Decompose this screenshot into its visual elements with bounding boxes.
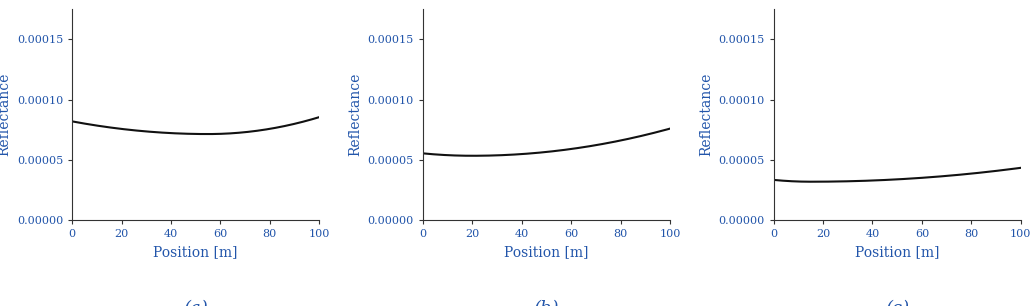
Y-axis label: Reflectance: Reflectance — [0, 73, 11, 156]
X-axis label: Position [m]: Position [m] — [855, 245, 939, 259]
Text: (c): (c) — [886, 300, 909, 306]
Text: (a): (a) — [184, 300, 208, 306]
Y-axis label: Reflectance: Reflectance — [348, 73, 362, 156]
Y-axis label: Reflectance: Reflectance — [699, 73, 712, 156]
Text: (b): (b) — [534, 300, 559, 306]
X-axis label: Position [m]: Position [m] — [154, 245, 238, 259]
X-axis label: Position [m]: Position [m] — [504, 245, 589, 259]
